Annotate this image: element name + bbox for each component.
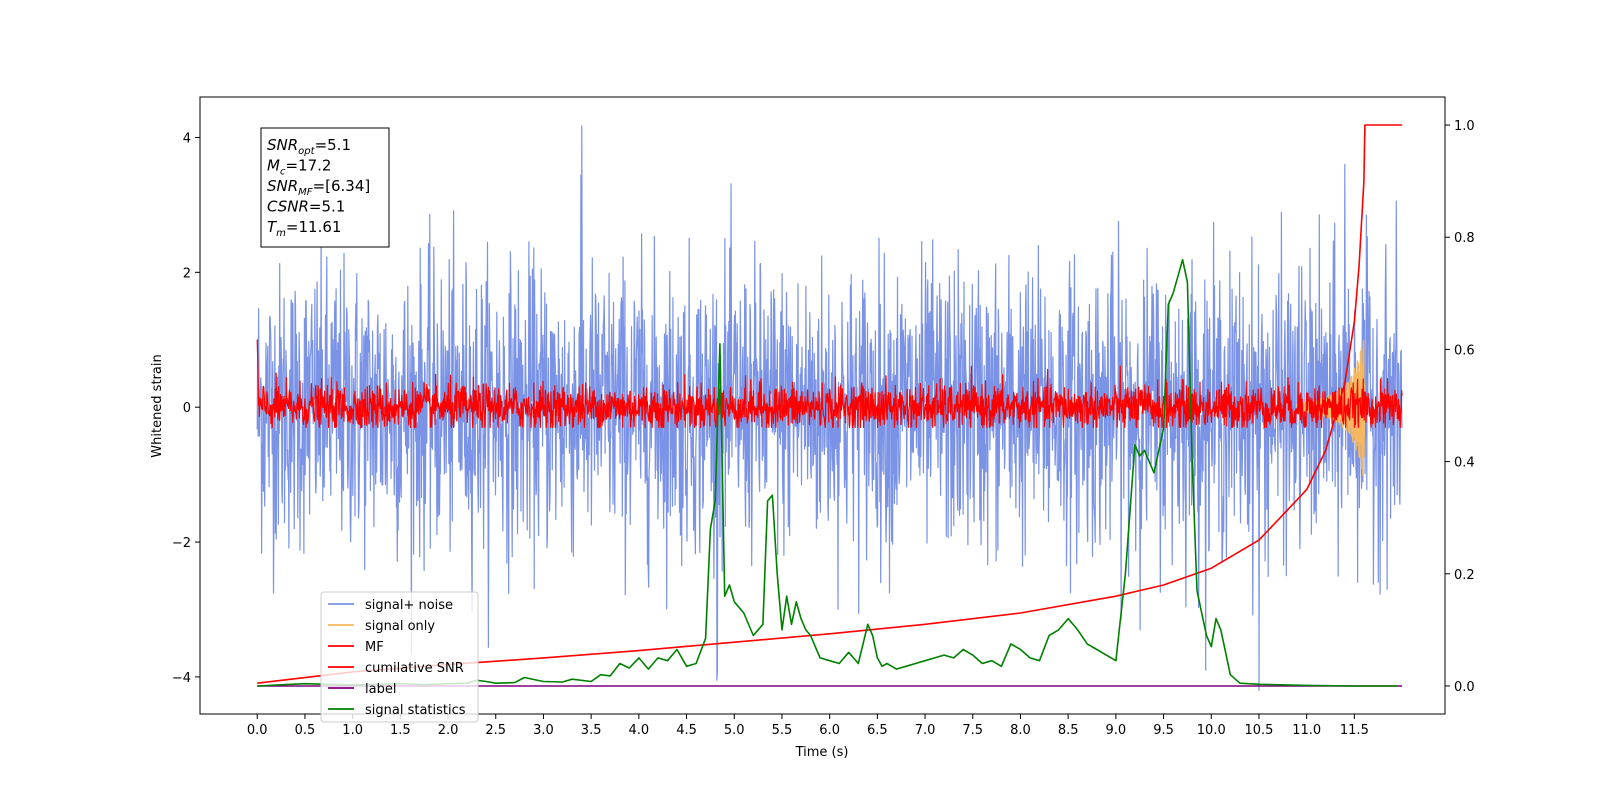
y-tick-label: −2: [172, 536, 191, 551]
y2-tick-label: 0.0: [1454, 680, 1475, 695]
annotation-line: Tm=11.61: [267, 218, 341, 239]
series-signal-statistics-line: [257, 258, 1398, 687]
legend-label-label: label: [365, 682, 396, 697]
y2-tick-label: 0.2: [1454, 568, 1475, 583]
x-tick-label: 1.0: [342, 723, 363, 738]
x-tick-label: 7.0: [915, 723, 936, 738]
x-tick-label: 8.0: [1010, 723, 1031, 738]
y-tick-label: −4: [172, 671, 191, 686]
series-cumilative-snr-line: [257, 124, 1403, 684]
x-tick-label: 8.5: [1058, 723, 1079, 738]
x-tick-label: 3.5: [581, 723, 602, 738]
legend-label-signal-statistics: signal statistics: [365, 703, 466, 718]
x-axis-label: Time (s): [795, 745, 849, 760]
legend-label-mf: MF: [365, 640, 384, 655]
y-axis-label: Whitened strain: [150, 354, 165, 457]
y2-tick-label: 0.4: [1454, 456, 1475, 471]
x-tick-label: 7.5: [962, 723, 983, 738]
y-tick-label: 0: [183, 401, 191, 416]
y2-tick-label: 0.8: [1454, 231, 1475, 246]
y-axis-right: 0.0 0.2 0.4 0.6 0.8 1.0: [1445, 119, 1475, 695]
x-tick-label: 1.5: [390, 723, 411, 738]
legend-label-signal-noise: signal+ noise: [365, 598, 453, 613]
legend: signal+ noise signal only MF cumilative SNR…: [320, 591, 479, 723]
legend-label-cumilative-snr: cumilative SNR: [365, 661, 464, 676]
x-tick-label: 4.0: [629, 723, 650, 738]
x-tick-label: 6.0: [819, 723, 840, 738]
x-tick-label: 9.5: [1153, 723, 1174, 738]
x-tick-label: 5.0: [724, 723, 745, 738]
y-tick-label: 2: [183, 266, 191, 281]
x-tick-label: 5.5: [772, 723, 793, 738]
plot-frame: [199, 96, 1446, 715]
y2-tick-label: 1.0: [1454, 119, 1475, 134]
annotation-line: Mc=17.2: [267, 157, 331, 178]
y2-tick-label: 0.6: [1454, 343, 1475, 358]
x-tick-label: 11.0: [1292, 723, 1321, 738]
legend-frame: [320, 591, 479, 723]
x-tick-label: 0.0: [247, 723, 268, 738]
x-tick-label: 9.0: [1106, 723, 1127, 738]
legend-label-signal-only: signal only: [365, 619, 435, 634]
series-mf-line: [256, 339, 1403, 428]
annotation-line: CSNR=5.1: [267, 198, 345, 216]
x-tick-label: 3.0: [533, 723, 554, 738]
y-axis-left: −4 −2 0 2 4: [172, 131, 200, 686]
x-tick-label: 10.0: [1197, 723, 1226, 738]
x-tick-label: 4.5: [676, 723, 697, 738]
x-tick-label: 10.5: [1244, 723, 1273, 738]
annotation-frame: [260, 127, 390, 248]
x-tick-label: 11.5: [1340, 723, 1369, 738]
x-tick-label: 6.5: [867, 723, 888, 738]
x-tick-label: 2.5: [485, 723, 506, 738]
x-axis: 0.0 0.5 1.0 1.5 2.0 2.5 3.0 3.5 4.0 4.5 5.0 5.5 6.0 6…: [247, 714, 1369, 738]
x-tick-label: 0.5: [295, 723, 316, 738]
x-tick-label: 2.0: [438, 723, 459, 738]
annotation-line: SNRMF=[6.34]: [267, 177, 370, 198]
y-tick-label: 4: [183, 131, 191, 146]
annotation-line: SNRopt=5.1: [267, 136, 351, 157]
